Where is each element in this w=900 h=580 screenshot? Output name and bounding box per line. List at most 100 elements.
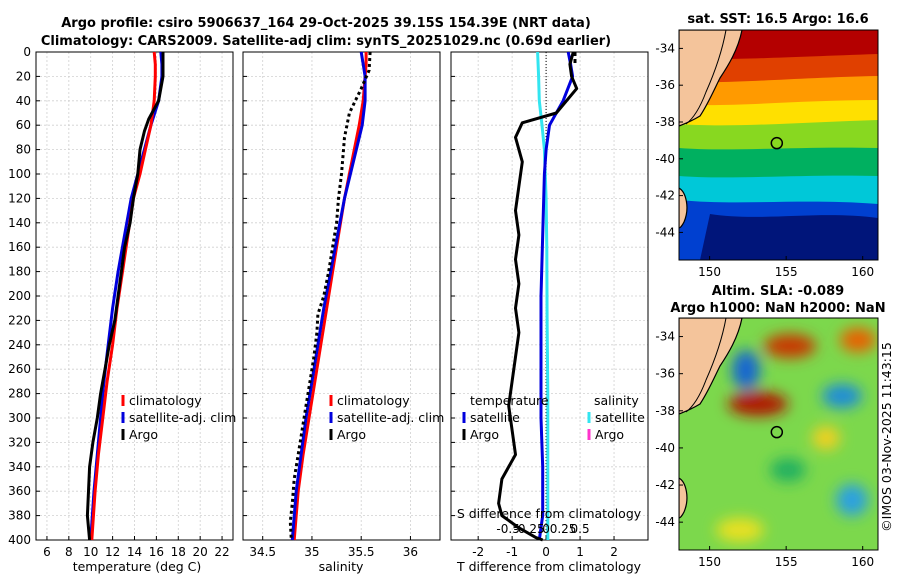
y-tick-label: 80 [16,143,31,157]
y-tick-label: 340 [8,460,31,474]
y-tick-label: 360 [8,484,31,498]
map-y-tick-label: -36 [655,78,675,92]
x-tick-label: 12 [105,545,120,559]
x-tick-label: 22 [214,545,229,559]
y-tick-label: 400 [8,533,31,547]
x-tick-label: 36 [403,545,418,559]
x-tick-label: 6 [43,545,51,559]
sla-eddy-south [770,458,806,482]
map-y-tick-label: -42 [655,478,675,492]
series-argo-line [288,51,372,541]
sla-eddy-central [728,392,788,416]
sst-map-axes: -34 -36 -38 -40 -42 -44 150 155 160 [655,41,874,279]
legend-label-climatology: climatology [337,393,410,408]
x-tick-label: 34.5 [249,545,276,559]
sla-eddy-cyclonic [732,350,760,390]
y-tick-label: 260 [8,362,31,376]
sst-band-temperate [679,120,878,150]
y-tick-label: 120 [8,191,31,205]
legend-label-satellite-clim: satellite-adj. clim [337,410,444,425]
sla-eddy-east-warm [812,426,840,450]
map-y-tick-label: -38 [655,115,675,129]
map-y-tick-label: -42 [655,189,675,203]
sst-land-tasmania [679,187,688,229]
map-x-tick-label: 155 [775,555,798,569]
sla-map-title-line2: Argo h1000: NaN h2000: NaN [670,301,885,316]
y-tick-label: 20 [16,69,31,83]
s-tick-label: 0.25 [550,522,577,536]
map-y-tick-label: -34 [655,330,675,344]
sla-eddy-northeast [840,328,876,352]
salinity-legend: climatology satellite-adj. clim Argo [329,393,444,442]
y-tick-label: 40 [16,94,31,108]
sla-map-axes: -34 -36 -38 -40 -42 -44 150 155 160 [655,330,874,569]
x-tick-label: 10 [83,545,98,559]
y-tick-label: 140 [8,216,31,230]
x-tick-label: -2 [472,545,484,559]
plot-frame [242,51,441,541]
map-x-tick-label: 160 [851,555,874,569]
sst-land-mainland [679,30,743,127]
series-argo-line [85,52,165,541]
legend-label-t-argo: Argo [470,427,499,442]
difference-legend: temperature satellite Argo salinity sate… [462,393,645,442]
plot-frame [35,51,234,541]
map-y-tick-label: -40 [655,441,675,455]
y-tick-label: 180 [8,265,31,279]
sst-band-mild [679,100,878,128]
legend-label-s-satellite: satellite [595,410,645,425]
map-x-tick-label: 150 [698,265,721,279]
sst-band-cool [679,147,878,178]
legend-label-t-satellite: satellite [470,410,520,425]
sst-band-coldest [700,214,878,260]
map-x-tick-label: 160 [851,265,874,279]
x-tick-label: 18 [171,545,186,559]
sla-eddy-east-cold [822,384,862,408]
temperature-profile-panel: 0 20 40 60 80 100 120 140 160 180 200 220 240 260 280 3… [8,45,234,559]
series-satellite-clim-line [290,51,367,541]
s-tick-label: -0.5 [496,522,519,536]
map-y-tick-label: -44 [655,225,675,239]
map-x-tick-label: 155 [775,265,798,279]
argo-float-marker [770,425,784,439]
sla-land-mainland [679,318,743,415]
figure-title-line2: Climatology: CARS2009. Satellite-adj cli… [41,34,611,49]
y-tick-label: 100 [8,167,31,181]
legend-heading-salinity: salinity [594,393,639,408]
y-tick-label: 60 [16,118,31,132]
map-y-tick-label: -40 [655,152,675,166]
sst-map-frame [678,29,879,261]
series-s-satellite-line [536,51,550,540]
x-tick-label: 35.5 [348,545,375,559]
sst-band-warm [679,76,878,106]
plot-frame [450,51,649,541]
series-t-satellite-line [537,51,575,541]
y-tick-label: 200 [8,289,31,303]
y-tick-label: 380 [8,509,31,523]
difference-profile-panel: -2 -1 0 1 2-0.5-0.250 0.250.5 [450,51,649,559]
map-y-tick-label: -38 [655,404,675,418]
x-tick-label: 16 [149,545,164,559]
y-tick-label: 300 [8,411,31,425]
temperature-legend: climatology satellite-adj. clim Argo [121,393,236,442]
y-tick-label: 220 [8,313,31,327]
map-x-tick-label: 150 [698,555,721,569]
sla-eddy-north [764,334,816,358]
sst-band-cooler [679,175,878,206]
legend-label-climatology: climatology [129,393,202,408]
y-tick-label: 280 [8,387,31,401]
x-tick-label: 8 [65,545,73,559]
sla-eddy-southeast [836,484,868,516]
x-tick-label: 20 [193,545,208,559]
y-tick-label: 0 [23,45,31,59]
sst-shelf-contour [685,30,727,125]
x-tick-label: 1 [576,545,584,559]
t-difference-x-label: T difference from climatology [456,559,642,574]
map-y-tick-label: -34 [655,41,675,55]
legend-label-argo: Argo [129,427,158,442]
s-difference-label: S difference from climatology [457,506,642,521]
legend-label-satellite-clim: satellite-adj. clim [129,410,236,425]
figure-title-line1: Argo profile: csiro 5906637_164 29-Oct-2… [61,16,591,31]
x-tick-label: -1 [506,545,518,559]
